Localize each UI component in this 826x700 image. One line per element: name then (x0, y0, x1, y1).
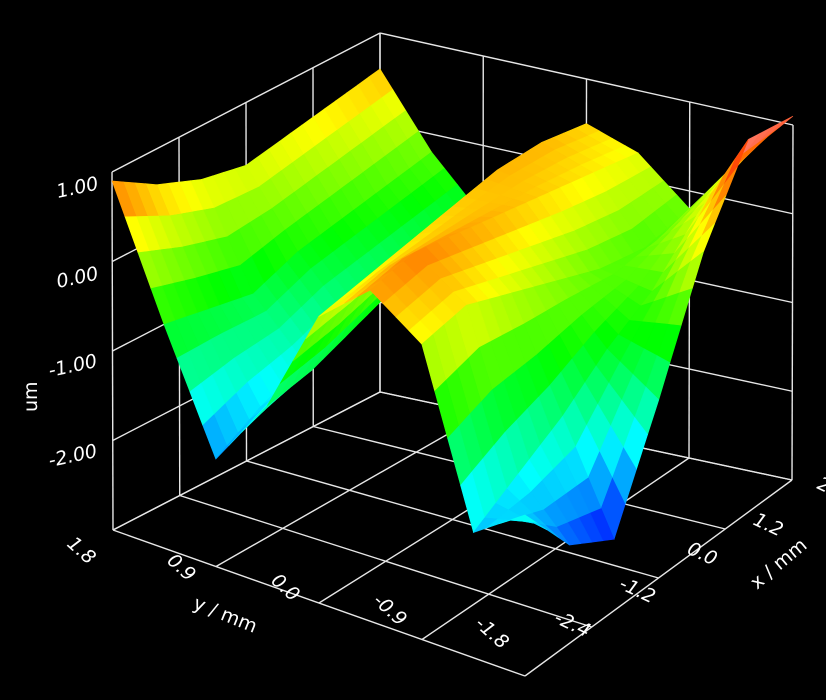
y-tick-label: -1.8 (471, 612, 513, 653)
side-wall-gridline (379, 32, 794, 126)
y-tick-label: 1.8 (63, 532, 100, 569)
back-wall-gridline (111, 32, 381, 173)
floor-gridline (421, 457, 690, 641)
x-axis-label: x / mm (746, 534, 811, 594)
z-tick-label: 1.00 (54, 173, 100, 203)
surface-facet (768, 115, 794, 135)
side-wall-gridline (791, 124, 794, 481)
y-tick-label: -0.9 (369, 589, 411, 630)
x-tick-label: -2.4 (551, 607, 594, 643)
z-tick-label: 0.00 (54, 263, 100, 293)
z-axis-label: um (20, 381, 42, 412)
surface-facet (757, 121, 783, 143)
y-tick-label: 0.0 (267, 569, 304, 606)
x-tick-label: 1.2 (750, 509, 787, 542)
z-tick-label: -2.00 (46, 440, 99, 472)
z-tick-label: -1.00 (46, 350, 99, 382)
x-tick-label: 2.4 (814, 473, 826, 506)
floor-gridline (524, 479, 793, 677)
surface-facet (510, 514, 538, 523)
y-axis-label: y / mm (190, 592, 260, 637)
surface (111, 68, 794, 546)
x-tick-label: -1.2 (616, 573, 659, 609)
surface-facet (723, 139, 749, 185)
x-tick-label: 0.0 (684, 538, 721, 571)
y-tick-label: 0.9 (163, 549, 200, 586)
